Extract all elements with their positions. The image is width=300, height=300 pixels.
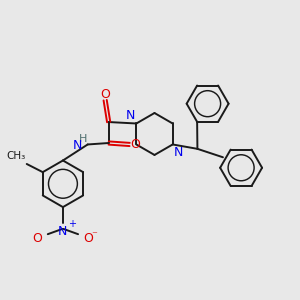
Text: N: N [58,225,68,239]
Text: O: O [100,88,110,101]
Text: N: N [125,109,135,122]
Text: N: N [73,140,83,152]
Text: N: N [174,146,184,159]
Text: O: O [130,138,140,151]
Text: +: + [68,219,76,229]
Text: O: O [83,232,93,245]
Text: ⁻: ⁻ [91,230,97,240]
Text: O: O [33,232,43,245]
Text: H: H [79,134,88,144]
Text: CH₃: CH₃ [6,151,25,161]
